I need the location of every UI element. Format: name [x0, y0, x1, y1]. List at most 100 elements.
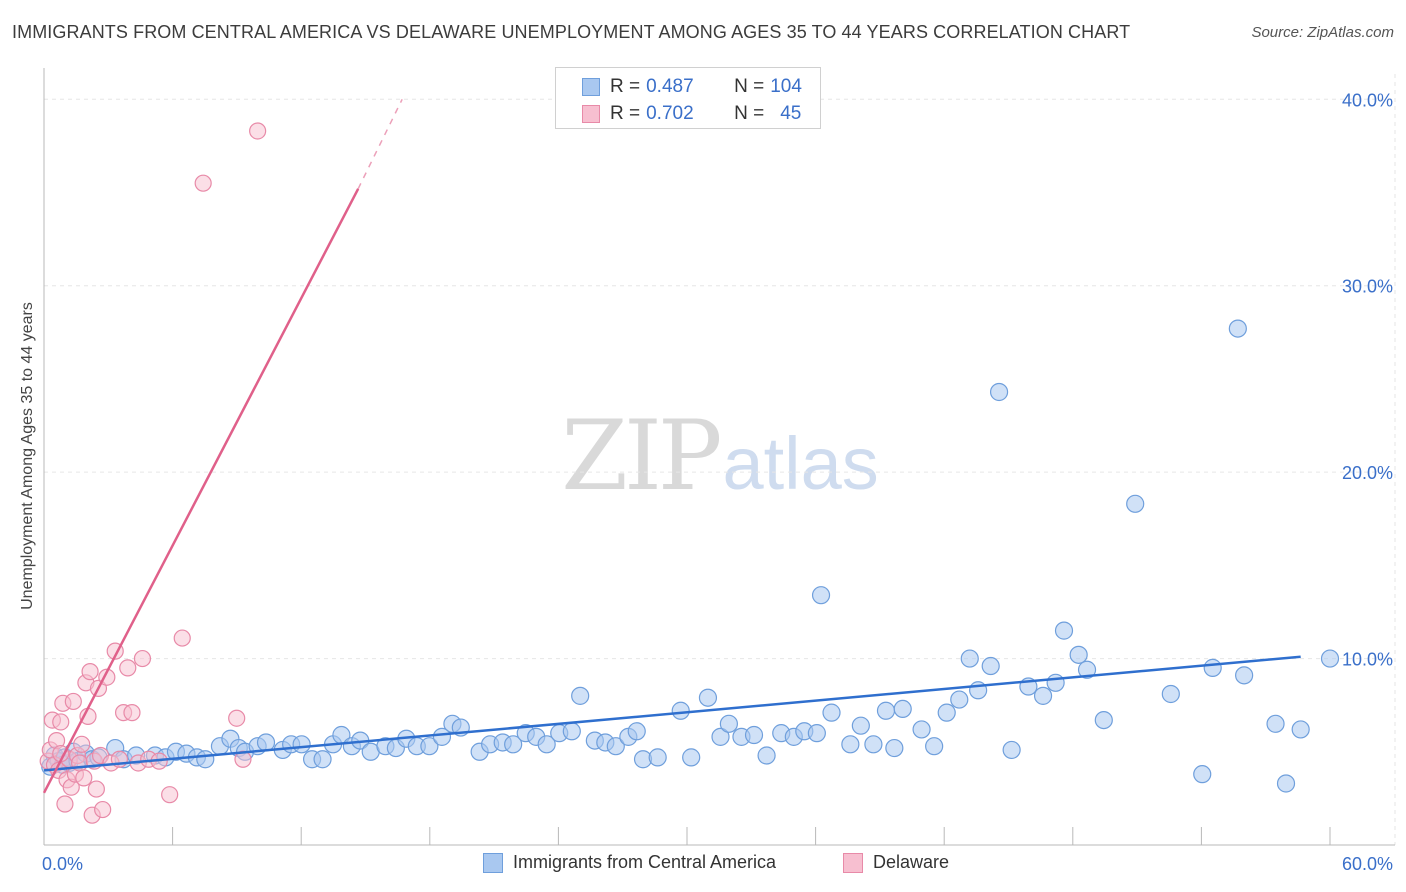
data-point-central-america: [671, 701, 690, 720]
chart-title: IMMIGRANTS FROM CENTRAL AMERICA VS DELAW…: [12, 22, 1131, 42]
data-point-central-america: [648, 748, 667, 767]
data-point-central-america: [1266, 714, 1285, 733]
data-point-central-america: [698, 688, 718, 707]
source-label: Source: ZipAtlas.com: [1251, 24, 1394, 41]
data-point-central-america: [912, 720, 931, 739]
data-point-central-america: [822, 703, 841, 722]
data-point-central-america: [841, 735, 860, 754]
data-point-delaware: [94, 800, 112, 819]
data-point-central-america: [1235, 666, 1254, 685]
pink-swatch: [582, 105, 600, 123]
data-point-central-america: [1228, 319, 1247, 338]
data-point-central-america: [1094, 710, 1113, 730]
data-point-central-america: [292, 735, 311, 754]
data-point-delaware: [52, 713, 70, 731]
stats-legend-row-pink: R = 0.702 N = 45: [582, 101, 801, 127]
data-point-delaware: [75, 769, 93, 787]
data-point-central-america: [256, 733, 276, 752]
data-point-delaware: [194, 174, 212, 192]
data-point-central-america: [1077, 660, 1097, 679]
y-tick-label: 10.0%: [1342, 650, 1393, 670]
trend-line-central-america: [43, 655, 1301, 772]
data-point-central-america: [627, 722, 646, 741]
data-point-delaware: [228, 709, 246, 727]
x-tick-label: 60.0%: [1342, 854, 1393, 874]
data-point-delaware: [173, 629, 191, 647]
data-point-central-america: [893, 699, 912, 719]
data-point-central-america: [1126, 494, 1145, 513]
data-point-delaware: [133, 649, 152, 668]
stats-legend-row-blue: R = 0.487 N = 104: [582, 74, 802, 100]
x-tick-label: 0.0%: [42, 854, 83, 874]
data-point-central-america: [744, 725, 764, 745]
r-value: 0.487: [646, 76, 694, 97]
data-point-central-america: [504, 735, 523, 754]
data-point-delaware: [56, 795, 74, 813]
data-point-central-america: [757, 746, 776, 765]
data-point-central-america: [537, 735, 556, 754]
data-point-delaware: [73, 735, 91, 753]
y-tick-label: 40.0%: [1342, 90, 1393, 110]
data-point-central-america: [950, 690, 969, 709]
stats-legend: R = 0.487 N = 104 R = 0.702 N = 45: [555, 67, 821, 129]
data-point-central-america: [807, 724, 826, 743]
y-tick-label: 30.0%: [1342, 277, 1393, 297]
data-point-central-america: [1002, 740, 1021, 760]
n-label: N =: [734, 103, 765, 124]
data-point-central-america: [1069, 645, 1088, 664]
n-value: 104: [770, 76, 802, 97]
y-tick-label: 20.0%: [1342, 463, 1393, 483]
data-point-central-america: [606, 737, 625, 756]
n-value: 45: [780, 103, 802, 124]
data-point-delaware: [87, 780, 105, 798]
data-point-central-america: [420, 737, 439, 756]
pink-swatch: [843, 852, 863, 873]
data-point-central-america: [1033, 686, 1053, 705]
legend-item-central-america[interactable]: Immigrants from Central America: [483, 852, 776, 873]
data-point-central-america: [719, 714, 738, 733]
data-point-central-america: [1291, 720, 1310, 739]
data-point-central-america: [1276, 774, 1296, 793]
data-point-central-america: [876, 701, 896, 720]
n-label: N =: [734, 76, 765, 97]
data-point-central-america: [1193, 765, 1212, 784]
data-point-central-america: [864, 735, 883, 754]
legend-item-delaware[interactable]: Delaware: [843, 852, 949, 873]
data-point-delaware: [123, 704, 141, 722]
series-legend: Immigrants from Central America Delaware: [0, 852, 1406, 876]
data-point-central-america: [196, 750, 215, 769]
data-point-central-america: [1046, 673, 1065, 692]
data-point-central-america: [885, 738, 904, 758]
data-point-central-america: [937, 703, 956, 722]
data-point-central-america: [811, 586, 831, 605]
data-point-central-america: [562, 722, 581, 741]
data-point-delaware: [161, 786, 179, 804]
legend-label: Delaware: [873, 852, 950, 872]
data-point-central-america: [571, 686, 590, 705]
r-label: R =: [610, 103, 641, 124]
data-point-central-america: [851, 716, 870, 735]
data-point-central-america: [1054, 621, 1074, 640]
data-point-central-america: [1320, 649, 1340, 668]
data-point-central-america: [960, 649, 979, 668]
blue-swatch: [582, 78, 600, 96]
trend-line-delaware-extension: [357, 98, 403, 190]
r-label: R =: [610, 76, 641, 97]
data-point-central-america: [1203, 658, 1222, 677]
data-point-central-america: [711, 727, 730, 746]
data-point-central-america: [682, 748, 701, 767]
legend-label: Immigrants from Central America: [513, 852, 777, 872]
data-point-delaware: [64, 692, 82, 711]
data-point-central-america: [1161, 684, 1180, 704]
data-point-central-america: [989, 382, 1009, 402]
data-point-central-america: [925, 737, 944, 756]
r-value: 0.702: [646, 103, 694, 124]
data-point-delaware: [81, 663, 99, 681]
trend-line-delaware: [42, 188, 360, 794]
blue-swatch: [483, 852, 503, 873]
data-point-delaware: [249, 122, 267, 140]
data-point-central-america: [313, 750, 332, 769]
data-point-central-america: [981, 656, 1000, 676]
data-point-delaware: [119, 659, 137, 677]
